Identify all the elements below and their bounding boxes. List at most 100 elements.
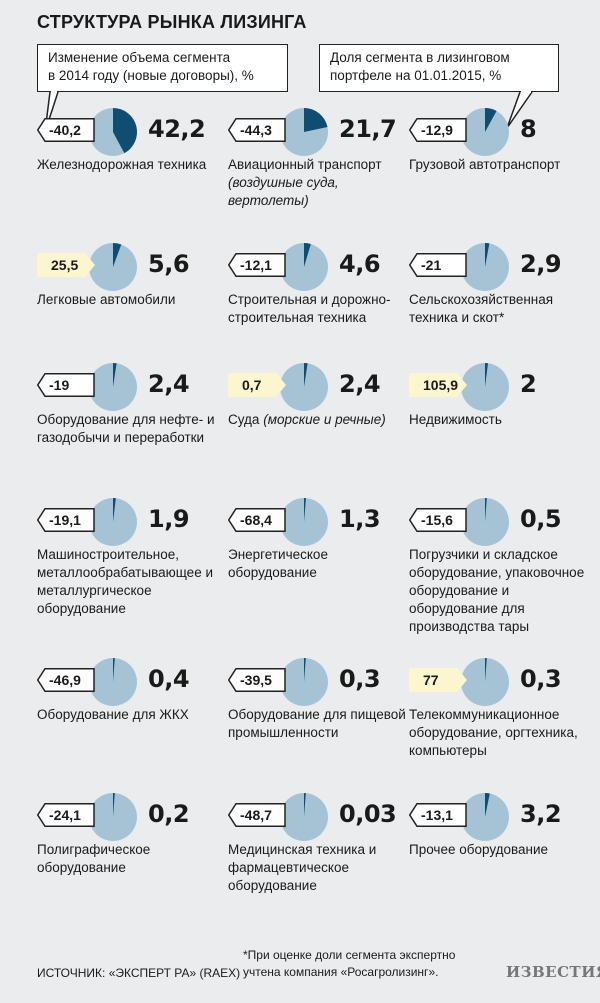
- change-badge: -48,7: [228, 803, 286, 827]
- share-value: 3,2: [520, 800, 562, 828]
- share-pie: [89, 498, 137, 546]
- share-value: 2: [520, 370, 537, 398]
- change-value: -19: [49, 377, 70, 393]
- segment-label: Оборудование для пищевой промышленности: [228, 706, 418, 742]
- segment-label: Оборудование для нефте- и газодобычи и п…: [37, 411, 227, 447]
- change-badge-shape: [409, 508, 467, 532]
- segment-name: Железнодорожная техника: [37, 157, 207, 172]
- change-badge: -68,4: [228, 508, 286, 532]
- share-pie: [461, 243, 509, 291]
- segment-name: Медицинская техника и фармацевтическое о…: [228, 842, 377, 893]
- change-badge: 105,9: [409, 373, 467, 397]
- segment-card: 0,7 2,4 Суда (морские и речные): [228, 362, 418, 477]
- segment-name: Оборудование для нефте- и газодобычи и п…: [37, 412, 215, 445]
- change-badge-shape: [409, 118, 467, 142]
- segment-card: -12,1 4,6 Строительная и дорожно-строитель…: [228, 242, 418, 357]
- segment-label: Сельскохозяйственная техника и скот*: [409, 291, 599, 327]
- change-value: -12,9: [421, 122, 453, 138]
- share-pie: [89, 363, 137, 411]
- segment-label: Легковые автомобили: [37, 291, 227, 309]
- change-value: 0,7: [242, 377, 262, 393]
- legend-change-line-1: Изменение объема сегмента: [48, 50, 231, 65]
- segment-label: Прочее оборудование: [409, 841, 599, 859]
- share-pie: [461, 793, 509, 841]
- share-value: 1,3: [339, 505, 381, 533]
- change-badge-shape: [228, 508, 286, 532]
- change-value: 77: [423, 672, 439, 688]
- change-value: -19,1: [49, 512, 81, 528]
- change-badge-shape: [37, 118, 95, 142]
- pie-slice: [113, 793, 115, 817]
- segment-name: Энергетическое оборудование: [228, 547, 328, 580]
- footnote-line-2: учтена компания «Росагролизинг».: [243, 965, 439, 979]
- share-pie: [89, 793, 137, 841]
- change-badge-shape: [37, 253, 95, 277]
- pie-slice: [304, 658, 306, 682]
- share-value: 21,7: [339, 115, 397, 143]
- share-pie: [280, 243, 328, 291]
- segment-card: -21 2,9 Сельскохозяйственная техника и ско…: [409, 242, 599, 357]
- share-value: 0,3: [339, 665, 381, 693]
- footnote-line-1: *При оценке доли сегмента экспертно: [243, 948, 456, 962]
- share-value: 0,4: [148, 665, 190, 693]
- segment-name: Прочее оборудование: [409, 842, 549, 857]
- segment-label: Телекоммуникационное оборудование, оргте…: [409, 706, 599, 760]
- segment-name: Недвижимость: [409, 412, 502, 427]
- segment-name: Телекоммуникационное оборудование, оргте…: [409, 707, 578, 758]
- change-value: 25,5: [51, 257, 79, 273]
- share-pie: [280, 793, 328, 841]
- pie-slice: [485, 108, 497, 132]
- pie-slice: [485, 243, 490, 267]
- change-badge-shape: [37, 508, 95, 532]
- pie-slice: [113, 498, 116, 522]
- change-value: -15,6: [421, 512, 453, 528]
- share-value: 5,6: [148, 250, 190, 278]
- share-pie: [280, 658, 328, 706]
- share-pie: [280, 498, 328, 546]
- share-value: 4,6: [339, 250, 381, 278]
- pie-slice: [113, 108, 137, 154]
- change-value: -12,1: [240, 257, 272, 273]
- publisher-logo: ИЗВЕСТИЯ: [506, 963, 600, 981]
- segment-name: Полиграфическое оборудование: [37, 842, 151, 875]
- change-badge: -39,5: [228, 668, 286, 692]
- pie-slice: [485, 793, 490, 817]
- change-badge: 0,7: [228, 373, 286, 397]
- segment-card: -12,9 8 Грузовой автотранспорт: [409, 107, 599, 222]
- legend-change-callout: Изменение объема сегмента в 2014 году (н…: [37, 44, 288, 92]
- change-value: -44,3: [240, 122, 272, 138]
- segment-label: Полиграфическое оборудование: [37, 841, 227, 877]
- segment-label: Погрузчики и складское оборудование, упа…: [409, 546, 599, 636]
- share-value: 0,03: [339, 800, 397, 828]
- legend-change-line-2: в 2014 году (новые договоры), %: [48, 68, 254, 83]
- share-value: 1,9: [148, 505, 190, 533]
- share-value: 8: [520, 115, 537, 143]
- segment-label: Машиностроительное, металлообрабатывающе…: [37, 546, 227, 618]
- change-badge: -46,9: [37, 668, 95, 692]
- share-value: 0,3: [520, 665, 562, 693]
- segment-label: Медицинская техника и фармацевтическое о…: [228, 841, 418, 895]
- segment-name: Сельскохозяйственная техника и скот*: [409, 292, 554, 325]
- share-value: 2,4: [148, 370, 190, 398]
- change-badge-shape: [228, 668, 286, 692]
- segment-name: Машиностроительное, металлообрабатывающе…: [37, 547, 213, 616]
- segment-card: 25,5 5,6 Легковые автомобили: [37, 242, 227, 357]
- share-pie: [461, 108, 509, 156]
- pie-slice: [485, 498, 487, 522]
- change-badge-shape: [409, 803, 467, 827]
- segment-name: Оборудование для пищевой промышленности: [228, 707, 406, 740]
- segment-label: Грузовой автотранспорт: [409, 156, 599, 174]
- share-pie: [280, 363, 328, 411]
- change-badge: -13,1: [409, 803, 467, 827]
- change-badge-shape: [228, 373, 286, 397]
- segment-card: 77 0,3 Телекоммуникационное оборудование, …: [409, 657, 599, 772]
- change-value: -46,9: [49, 672, 81, 688]
- share-value: 0,2: [148, 800, 190, 828]
- segment-card: -24,1 0,2 Полиграфическое оборудование: [37, 792, 227, 907]
- segment-name: Погрузчики и складское оборудование, упа…: [409, 547, 585, 634]
- segment-card: -15,6 0,5 Погрузчики и складское оборудова…: [409, 497, 599, 634]
- pie-slice: [113, 363, 117, 387]
- segment-card: -19,1 1,9 Машиностроительное, металлообраб…: [37, 497, 227, 616]
- change-badge-shape: [228, 803, 286, 827]
- change-badge: -40,2: [37, 118, 95, 142]
